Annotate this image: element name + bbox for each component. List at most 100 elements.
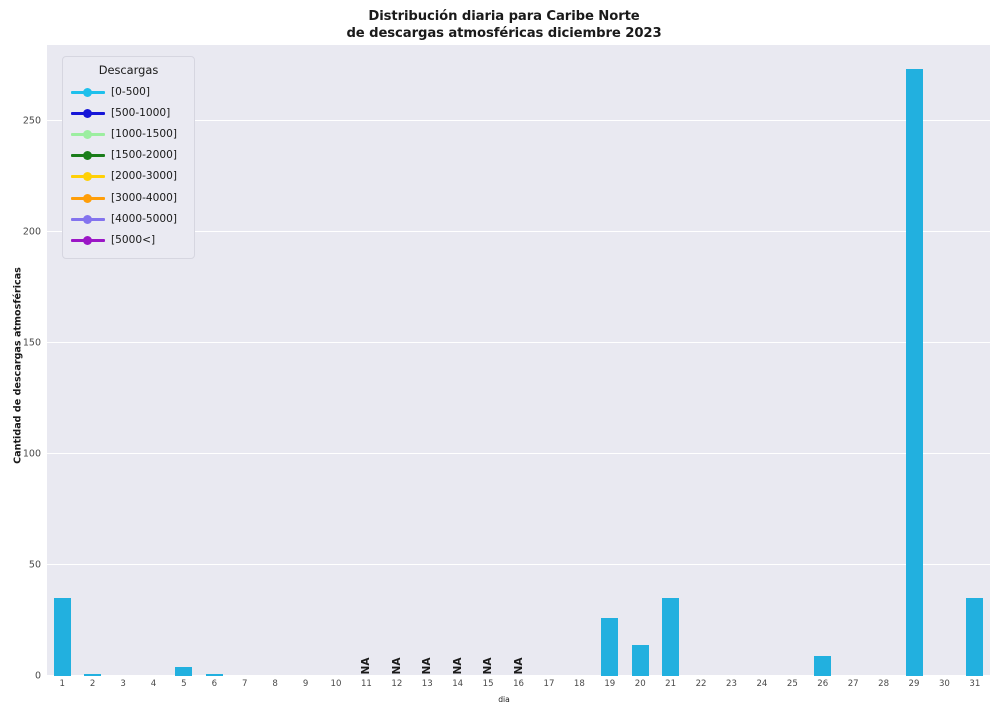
- legend-item[interactable]: [500-1000]: [71, 102, 186, 123]
- legend-title: Descargas: [98, 63, 159, 77]
- y-axis-tick-label: 0: [34, 670, 41, 682]
- legend-item[interactable]: [1000-1500]: [71, 123, 186, 144]
- x-axis-tick-label: 15: [482, 679, 494, 689]
- bar-slot: [808, 45, 838, 676]
- gridline: [47, 119, 990, 121]
- x-axis-tick-label: 12: [391, 679, 403, 689]
- x-axis-ticks: 1 2 3 4 5 6 7 8 9 10 11 12 13 14 15 16 17 18 19 20 21 22 23 24 2…: [47, 679, 990, 689]
- bar: [175, 667, 193, 676]
- y-axis-tick-label: 150: [22, 337, 41, 349]
- x-axis-tick-label: 18: [573, 679, 585, 689]
- gridline: [47, 675, 990, 676]
- x-axis-tick-label: 30: [938, 679, 950, 689]
- legend-item-label: [4000-5000]: [111, 212, 178, 225]
- legend-item[interactable]: [0-500]: [71, 81, 186, 102]
- legend-item-label: [5000<]: [111, 233, 156, 246]
- legend-marker-icon: [71, 170, 105, 182]
- x-axis-tick-label: 28: [878, 679, 890, 689]
- bar-slot: [899, 45, 929, 676]
- x-axis-tick-label: 25: [786, 679, 798, 689]
- legend-marker-icon: [71, 234, 105, 246]
- x-axis-tick-label: 21: [665, 679, 677, 689]
- legend-item-label: [1500-2000]: [111, 149, 178, 162]
- legend-marker-icon: [71, 213, 105, 225]
- x-axis-tick-label: 13: [421, 679, 433, 689]
- legend-item-label: [2000-3000]: [111, 170, 178, 183]
- bar-slot: [595, 45, 625, 676]
- x-axis-tick-label: 14: [452, 679, 464, 689]
- y-axis-tick-label: 100: [22, 448, 41, 460]
- legend-item-label: [0-500]: [111, 85, 151, 98]
- bar-slot: [47, 45, 77, 676]
- x-axis-tick-label: 11: [360, 679, 372, 689]
- x-axis-tick-label: 6: [211, 679, 218, 689]
- chart-title-line-1: Distribución diaria para Caribe Norte: [368, 9, 640, 24]
- y-axis-tick-label: 200: [22, 226, 41, 238]
- x-axis-tick-label: 23: [726, 679, 737, 689]
- x-axis-tick-label: 4: [150, 679, 157, 689]
- legend-item[interactable]: [4000-5000]: [71, 208, 186, 229]
- bar: [662, 598, 680, 676]
- x-axis-tick-label: 27: [847, 679, 859, 689]
- y-axis-ticks: 0 50 100 150 200 250: [0, 45, 1008, 681]
- legend-marker-icon: [71, 128, 105, 140]
- gridline: [47, 452, 990, 454]
- legend-item-label: [3000-4000]: [111, 191, 178, 204]
- gridline: [47, 341, 990, 343]
- chart-title: Distribución diaria para Caribe Norte de…: [0, 8, 1008, 42]
- x-axis-tick-label: 20: [634, 679, 646, 689]
- bar-slot: [199, 45, 229, 676]
- x-axis-tick-label: 24: [756, 679, 768, 689]
- bar: [84, 673, 102, 676]
- x-axis-tick-label: 29: [908, 679, 920, 689]
- x-axis-tick-label: 10: [330, 679, 342, 689]
- gridline: [47, 230, 990, 232]
- legend-marker-icon: [71, 86, 105, 98]
- x-axis-label: dia: [498, 695, 510, 704]
- bar: [814, 656, 832, 676]
- bar-slot: [960, 45, 990, 676]
- x-axis-tick-label: 16: [513, 679, 524, 689]
- x-axis-tick-label: 19: [604, 679, 616, 689]
- gridline: [47, 563, 990, 565]
- x-axis-tick-label: 9: [302, 679, 309, 689]
- bar: [601, 618, 619, 676]
- bar-series: NA NA NA NA NA NA: [47, 45, 990, 676]
- plot-area: NA NA NA NA NA NA: [47, 45, 990, 676]
- y-axis-tick-label: 250: [22, 115, 41, 127]
- legend-item-label: [500-1000]: [111, 106, 171, 119]
- x-axis-tick-label: 22: [695, 679, 707, 689]
- bar: [905, 69, 923, 676]
- x-axis-tick-label: 3: [120, 679, 126, 689]
- legend-item[interactable]: [5000<]: [71, 229, 186, 250]
- legend-marker-icon: [71, 107, 105, 119]
- chart-title-line-2: de descargas atmosféricas diciembre 2023: [346, 26, 662, 41]
- legend-items: [0-500] [500-1000] [1000-1500] [1500-2000] […: [71, 81, 186, 251]
- x-axis-tick-label: 17: [543, 679, 555, 689]
- y-axis-label: Cantidad de descargas atmosféricas: [12, 267, 24, 464]
- x-axis-tick-label: 5: [181, 679, 187, 689]
- bar-slot: [169, 45, 199, 676]
- legend-item[interactable]: [2000-3000]: [71, 166, 186, 187]
- x-axis-tick-label: 26: [817, 679, 829, 689]
- bar: [631, 644, 649, 676]
- legend: Descargas [0-500] [500-1000] [1000-1500] [1…: [62, 56, 195, 259]
- x-axis-tick-label: 2: [89, 679, 96, 689]
- x-axis-tick-label: 7: [242, 679, 248, 689]
- bar: [53, 598, 71, 676]
- legend-marker-icon: [71, 192, 105, 204]
- y-axis-tick-label: 50: [28, 559, 41, 571]
- bar: [205, 673, 223, 676]
- legend-marker-icon: [71, 149, 105, 161]
- x-axis-tick-label: 1: [59, 679, 65, 689]
- legend-item[interactable]: [3000-4000]: [71, 187, 186, 208]
- legend-item[interactable]: [1500-2000]: [71, 145, 186, 166]
- x-axis-tick-label: 31: [969, 679, 981, 689]
- legend-item-label: [1000-1500]: [111, 127, 178, 140]
- bar-slot: [625, 45, 655, 676]
- bar: [966, 598, 984, 676]
- x-axis-tick-label: 8: [272, 679, 278, 689]
- bar-slot: [77, 45, 107, 676]
- bar-slot: [655, 45, 685, 676]
